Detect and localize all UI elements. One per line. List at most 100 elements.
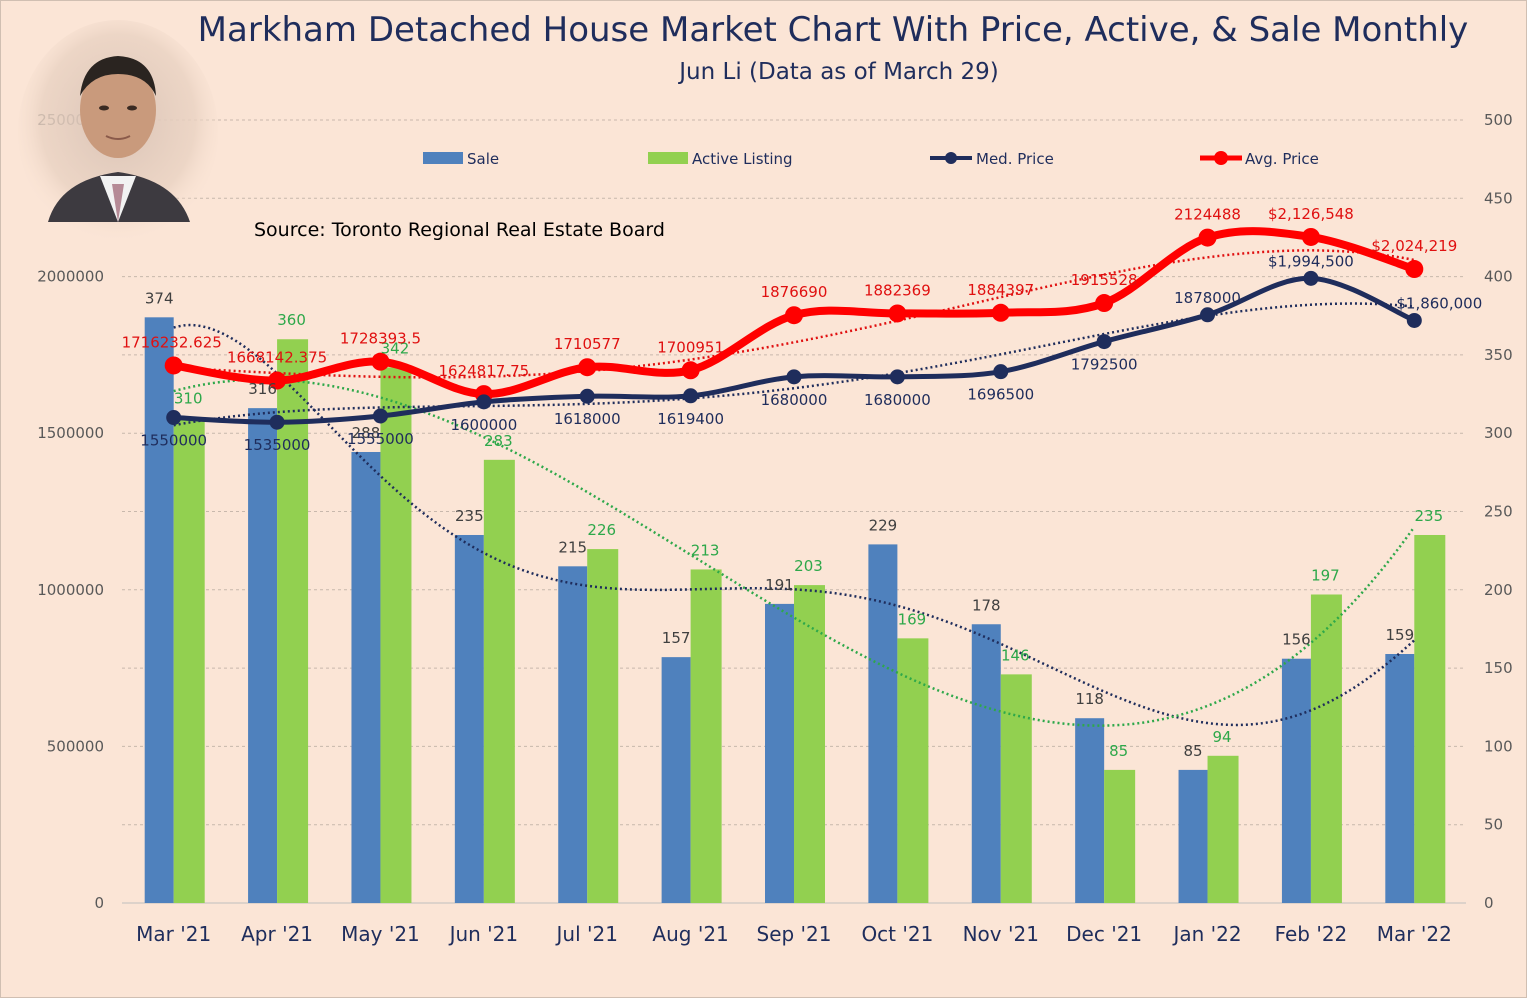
data-label-active: 226 <box>587 521 616 539</box>
legend-label-sale: Sale <box>467 150 499 168</box>
point-med-price <box>1407 313 1422 328</box>
right-tick-label: 500 <box>1484 111 1513 129</box>
category-label: Apr '21 <box>241 922 313 946</box>
bar-sale <box>1179 770 1208 903</box>
left-tick-label: 1500000 <box>37 424 104 442</box>
legend-label-avg: Avg. Price <box>1245 150 1319 168</box>
data-label-sale: 191 <box>765 576 794 594</box>
data-label-sale: 156 <box>1282 631 1311 649</box>
data-label-active: 283 <box>484 432 513 450</box>
point-avg-price <box>1095 294 1113 312</box>
data-label-sale: 159 <box>1385 626 1414 644</box>
chart-title: Markham Detached House Market Chart With… <box>198 10 1469 50</box>
point-avg-price <box>1199 229 1217 247</box>
point-avg-price <box>1302 228 1320 246</box>
category-label: Jan '22 <box>1171 922 1241 946</box>
data-label-med-price: 1600000 <box>450 416 517 434</box>
point-med-price <box>890 369 905 384</box>
point-med-price <box>683 388 698 403</box>
data-label-active: 203 <box>794 557 823 575</box>
chart: 05000001000000150000020000002500000 0501… <box>0 0 1527 998</box>
category-label: Oct '21 <box>861 922 933 946</box>
right-tick-label: 200 <box>1484 581 1513 599</box>
point-avg-price <box>682 361 700 379</box>
right-tick-label: 300 <box>1484 424 1513 442</box>
category-label: Sep '21 <box>757 922 832 946</box>
data-label-med-price: $1,994,500 <box>1268 252 1354 270</box>
data-label-avg-price: 1882369 <box>864 281 931 299</box>
data-label-sale: 374 <box>145 289 174 307</box>
data-label-sale: 157 <box>662 629 691 647</box>
bar-sale <box>972 624 1001 903</box>
point-avg-price <box>165 356 183 374</box>
data-label-active: 310 <box>174 390 203 408</box>
bar-active <box>1208 756 1239 903</box>
bar-sale <box>765 604 794 903</box>
data-label-avg-price: 1700951 <box>657 338 724 356</box>
bar-active <box>897 638 928 903</box>
right-tick-label: 0 <box>1484 894 1494 912</box>
data-label-sale: 229 <box>869 516 898 534</box>
bar-active <box>794 585 825 903</box>
legend-marker-med <box>945 152 957 164</box>
data-label-active: 85 <box>1109 742 1128 760</box>
point-med-price <box>373 408 388 423</box>
source-note: Source: Toronto Regional Real Estate Boa… <box>254 219 665 241</box>
right-tick-label: 250 <box>1484 503 1513 521</box>
category-label: Mar '21 <box>136 922 211 946</box>
point-med-price <box>1200 307 1215 322</box>
data-label-med-price: 1792500 <box>1071 356 1138 374</box>
data-label-avg-price: 1884397 <box>967 281 1034 299</box>
point-med-price <box>1303 271 1318 286</box>
point-avg-price <box>992 304 1010 322</box>
data-label-sale: 118 <box>1075 690 1104 708</box>
legend-swatch-sale <box>423 152 463 164</box>
data-label-sale: 215 <box>558 538 587 556</box>
data-label-avg-price: 1668142.375 <box>227 349 327 367</box>
data-label-med-price: 1535000 <box>244 436 311 454</box>
right-tick-label: 100 <box>1484 737 1513 755</box>
bar-sale <box>1385 654 1414 903</box>
bar-sale <box>351 452 380 903</box>
bar-sale <box>558 566 587 903</box>
bar-sale <box>868 544 897 903</box>
data-label-avg-price: 1915528 <box>1071 271 1138 289</box>
category-label: Jul '21 <box>555 922 618 946</box>
point-avg-price <box>578 358 596 376</box>
data-label-active: 213 <box>691 541 720 559</box>
bar-sale <box>248 408 277 903</box>
right-tick-label: 450 <box>1484 189 1513 207</box>
data-label-active: 235 <box>1414 507 1443 525</box>
bar-sale <box>1282 659 1311 903</box>
chart-svg: 05000001000000150000020000002500000 0501… <box>0 0 1527 998</box>
point-med-price <box>787 369 802 384</box>
data-label-med-price: 1618000 <box>554 410 621 428</box>
data-label-med-price: 1555000 <box>347 430 414 448</box>
left-tick-label: 0 <box>94 894 104 912</box>
data-label-sale: 178 <box>972 596 1001 614</box>
category-label: May '21 <box>341 922 420 946</box>
category-label: Nov '21 <box>963 922 1039 946</box>
category-label: Aug '21 <box>652 922 728 946</box>
point-med-price <box>993 364 1008 379</box>
legend-swatch-active <box>648 152 688 164</box>
data-label-active: 169 <box>898 610 927 628</box>
bar-active <box>1104 770 1135 903</box>
bar-active <box>587 549 618 903</box>
data-label-sale: 235 <box>455 507 484 525</box>
point-avg-price <box>888 304 906 322</box>
data-label-sale: 316 <box>248 380 277 398</box>
legend-label-active: Active Listing <box>692 150 793 168</box>
bar-active <box>1414 535 1445 903</box>
bar-active <box>484 460 515 903</box>
data-label-avg-price: 1624817.75 <box>439 362 530 380</box>
right-tick-label: 400 <box>1484 268 1513 286</box>
left-tick-label: 2000000 <box>37 268 104 286</box>
legend-label-med: Med. Price <box>976 150 1054 168</box>
data-label-active: 94 <box>1212 728 1231 746</box>
data-label-avg-price: $2,024,219 <box>1371 237 1457 255</box>
category-label: Jun '21 <box>448 922 519 946</box>
data-label-avg-price: 1728393.5 <box>340 330 421 348</box>
point-avg-price <box>1405 260 1423 278</box>
bar-sale <box>1075 718 1104 903</box>
